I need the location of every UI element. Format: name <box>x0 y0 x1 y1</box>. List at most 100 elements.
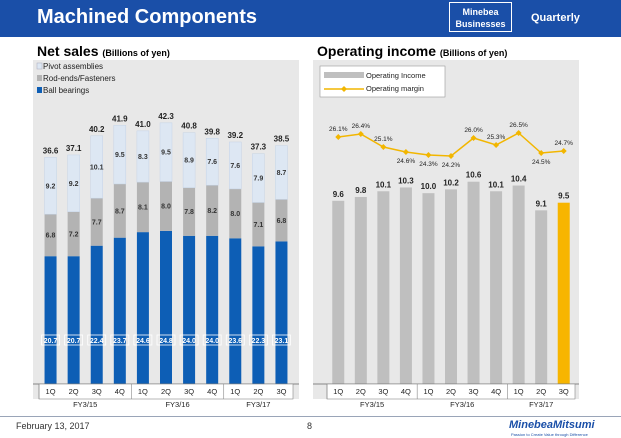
op-income-value-label-9: 10.4 <box>511 175 527 184</box>
op-margin-legend-marker <box>341 86 347 92</box>
net-sales-bar-1-3 <box>90 245 103 384</box>
net-sales-total-6: 42.3 <box>158 112 174 121</box>
op-income-value-label-2: 9.8 <box>355 186 367 195</box>
seg-value-label-3-11: 8.7 <box>277 170 287 177</box>
bb-value-label-3: 22.4 <box>90 338 104 345</box>
op-margin-label-5: 24.3% <box>419 161 438 168</box>
op-margin-marker-9 <box>515 130 522 136</box>
net-sales-total-2: 37.1 <box>66 144 82 153</box>
bb-label-frame-3 <box>87 334 107 346</box>
seg-value-label-2-4: 8.7 <box>115 208 125 215</box>
op-income-quarter-label-10: 2Q <box>536 387 546 396</box>
op-income-fy-label-3: FY3/17 <box>529 400 553 409</box>
net-sales-bar-3-4 <box>113 125 127 185</box>
net-sales-bar-1-9 <box>229 238 242 384</box>
bb-value-label-5: 24.6 <box>136 338 150 345</box>
net-sales-bar-2-2 <box>67 211 80 257</box>
page-number: 8 <box>307 421 313 431</box>
net-sales-bar-1-7 <box>183 235 196 384</box>
op-income-legend-label-1: Operating Income <box>366 71 426 80</box>
net-sales-quarter-label-4: 4Q <box>115 387 125 396</box>
bb-label-frame-10 <box>248 334 268 346</box>
seg-value-label-3-8: 7.6 <box>207 159 217 166</box>
op-margin-marker-8 <box>493 142 500 148</box>
bb-label-frame-8 <box>202 334 222 346</box>
op-margin-label-3: 25.1% <box>374 136 393 143</box>
net-sales-bar-1-2 <box>67 256 80 384</box>
bb-value-label-2: 20.7 <box>67 338 81 345</box>
op-income-bar-2 <box>354 196 367 384</box>
net-sales-bar-1-5 <box>136 232 149 384</box>
op-income-title: Operating income <box>317 43 437 59</box>
badge-line1: Minebea <box>462 7 499 17</box>
op-margin-label-2: 26.4% <box>352 123 371 130</box>
logo-tagline: Passion to Create Value through Differen… <box>511 432 588 437</box>
net-sales-bar-3-10 <box>252 153 265 203</box>
net-sales-bar-2-10 <box>252 202 265 247</box>
net-sales-unit: (Billions of yen) <box>102 48 170 58</box>
net-sales-total-8: 39.8 <box>204 127 220 136</box>
bb-label-frame-7 <box>179 334 199 346</box>
op-margin-marker-10 <box>538 150 545 156</box>
seg-value-label-3-7: 8.9 <box>184 158 194 165</box>
op-income-bar-3 <box>377 191 390 384</box>
op-income-value-label-6: 10.2 <box>443 178 459 187</box>
seg-value-label-3-9: 7.6 <box>230 163 240 170</box>
net-sales-bar-1-1 <box>44 256 57 384</box>
footer-date: February 13, 2017 <box>16 421 90 431</box>
net-sales-total-11: 38.5 <box>274 135 290 144</box>
op-income-quarter-label-5: 1Q <box>423 387 433 396</box>
net-sales-quarter-label-6: 2Q <box>161 387 171 396</box>
bb-label-frame-11 <box>272 334 291 346</box>
op-income-bar-10 <box>535 210 548 384</box>
op-margin-marker-11 <box>560 148 567 154</box>
op-income-legend-label-2: Operating margin <box>366 84 424 93</box>
seg-value-label-3-4: 9.5 <box>115 152 125 159</box>
op-income-bar-4 <box>399 187 412 384</box>
op-income-value-label-3: 10.1 <box>376 180 392 189</box>
op-margin-label-10: 24.5% <box>532 159 551 166</box>
op-income-bar-9 <box>512 185 525 384</box>
net-sales-bar-1-10 <box>252 246 265 384</box>
seg-value-label-3-5: 8.3 <box>138 154 148 161</box>
op-income-quarter-label-9: 1Q <box>514 387 524 396</box>
net-sales-bar-3-1 <box>44 157 57 215</box>
net-sales-total-9: 39.2 <box>227 131 243 140</box>
op-income-heading: Operating income (Billions of yen) <box>317 43 507 59</box>
op-margin-marker-5 <box>425 152 432 158</box>
seg-value-label-2-2: 7.2 <box>69 231 79 238</box>
net-sales-quarter-label-5: 1Q <box>138 387 148 396</box>
net-sales-bar-2-5 <box>136 182 149 233</box>
seg-value-label-3-6: 9.5 <box>161 150 171 157</box>
op-income-value-label-11: 9.5 <box>558 192 570 201</box>
bb-value-label-11: 23.1 <box>275 338 289 345</box>
op-margin-label-6: 24.2% <box>442 162 461 169</box>
net-sales-bar-1-6 <box>160 230 172 384</box>
seg-value-label-2-10: 7.1 <box>253 222 263 229</box>
period-label: Quarterly <box>531 12 580 24</box>
op-margin-marker-1 <box>335 134 342 140</box>
bb-value-label-1: 20.7 <box>44 338 58 345</box>
net-sales-quarter-label-10: 2Q <box>253 387 263 396</box>
net-sales-bar-3-9 <box>229 141 242 190</box>
op-income-legend-swatch <box>324 72 364 78</box>
net-sales-quarter-label-3: 3Q <box>92 387 102 396</box>
op-income-value-label-8: 10.1 <box>488 180 504 189</box>
seg-value-label-2-1: 6.8 <box>46 233 56 240</box>
op-income-value-label-7: 10.6 <box>466 171 482 180</box>
seg-value-label-2-7: 7.8 <box>184 209 194 216</box>
net-sales-bar-2-9 <box>229 188 242 239</box>
seg-value-label-2-3: 7.7 <box>92 219 102 226</box>
op-income-quarter-label-3: 3Q <box>378 387 388 396</box>
bb-value-label-9: 23.6 <box>228 338 242 345</box>
net-sales-bar-2-1 <box>44 214 57 257</box>
op-income-bar-5 <box>422 193 435 384</box>
net-sales-bar-3-3 <box>90 135 103 199</box>
net-sales-bar-3-2 <box>67 154 80 212</box>
net-sales-bar-2-6 <box>160 181 172 231</box>
op-margin-label-9: 26.5% <box>509 122 528 129</box>
net-sales-total-10: 37.3 <box>251 143 267 152</box>
net-sales-fy-label-2: FY3/16 <box>165 400 189 409</box>
net-sales-heading: Net sales (Billions of yen) <box>37 43 170 59</box>
